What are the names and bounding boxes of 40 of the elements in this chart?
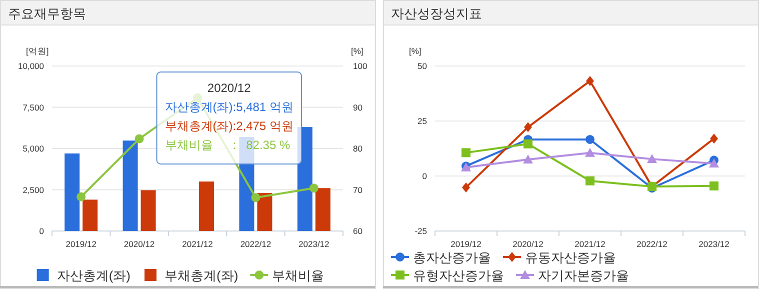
y-tick-label: 0	[422, 171, 428, 181]
x-tick-label: 2020/12	[512, 239, 544, 249]
legend-label: 유형자산증가율	[413, 268, 504, 283]
legend-label: 자기자본증가율	[538, 268, 629, 283]
x-tick-label: 2021/12	[574, 239, 606, 249]
y-tick-label: 0	[39, 226, 44, 236]
x-tick-label: 2023/12	[698, 239, 730, 249]
y-tick-label: 25	[418, 116, 428, 126]
x-tick-label: 2019/12	[450, 239, 482, 249]
y2-tick-label: 70	[353, 184, 363, 195]
y2-tick-label: 90	[353, 102, 363, 112]
x-tick-label: 2022/12	[636, 239, 668, 249]
x-tick-label: 2021/12	[182, 239, 214, 249]
y-axis-title: [억원]	[26, 46, 49, 56]
y-tick-label: 5,000	[22, 144, 44, 154]
y-tick-label: 7,500	[22, 102, 44, 112]
y2-axis-title: [%]	[351, 46, 364, 56]
legend-label: 부채총계(좌)	[164, 268, 238, 283]
y-tick-label: 2,500	[22, 184, 44, 195]
x-tick-label: 2022/12	[240, 239, 272, 249]
legend-label: 자산총계(좌)	[56, 268, 130, 283]
chart-title: 주요재무항목	[8, 6, 86, 21]
annotation: 자산총계(좌):5,481 억원	[164, 100, 294, 114]
annotation: 2020/12	[207, 81, 252, 95]
x-tick-label: 2023/12	[298, 239, 330, 249]
y-axis-title: [%]	[409, 46, 422, 56]
y-tick-label: 50	[418, 61, 428, 71]
legend-label: 총자산증가율	[413, 250, 491, 265]
y-tick-label: -25	[414, 226, 428, 236]
chart-title: 자산성장성지표	[391, 6, 482, 21]
legend-label: 유동자산증가율	[525, 250, 616, 265]
legend-label: 부채비율	[272, 268, 324, 283]
y2-tick-label: 100	[353, 61, 368, 71]
x-tick-label: 2019/12	[66, 239, 97, 249]
y2-tick-label: 80	[353, 144, 363, 154]
x-tick-label: 2020/12	[124, 239, 155, 249]
annotation: 부채총계(좌):2,475 억원	[164, 119, 294, 133]
y2-tick-label: 60	[353, 226, 363, 236]
annotation: 부채비율 : 82.35 %	[164, 138, 290, 152]
y-tick-label: 10,000	[18, 61, 44, 71]
